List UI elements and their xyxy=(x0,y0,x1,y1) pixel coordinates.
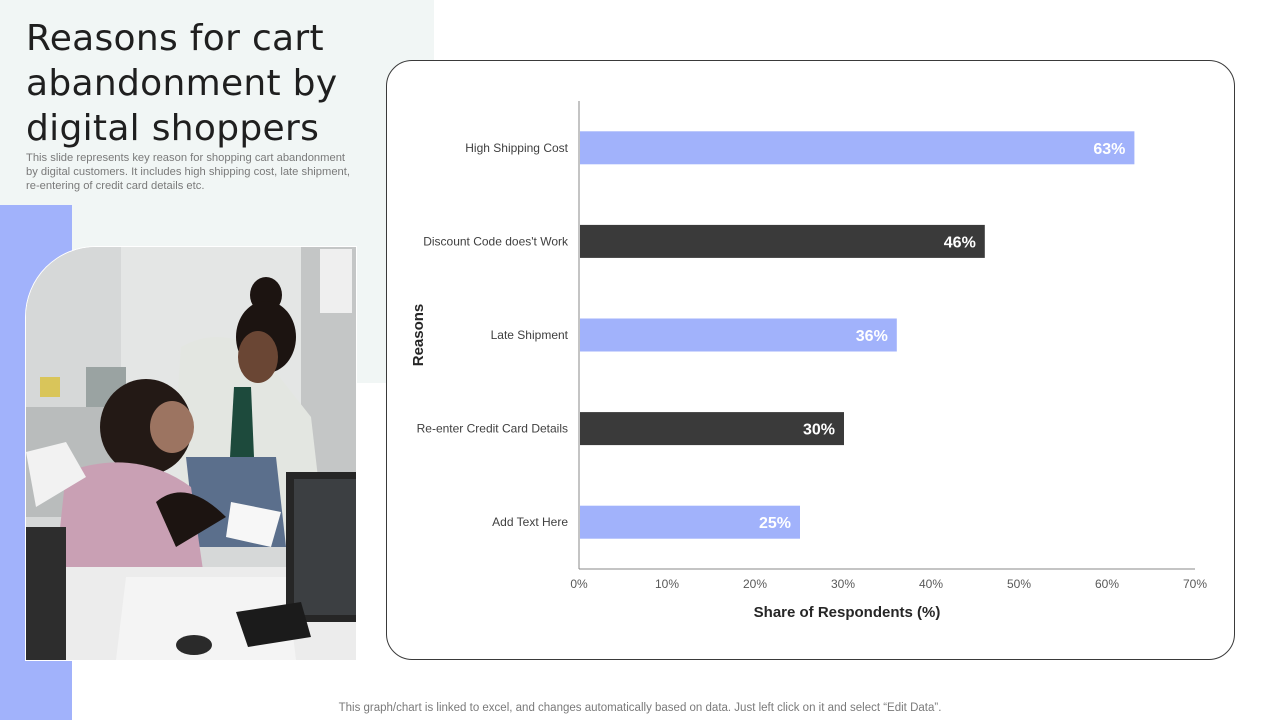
bar-2 xyxy=(580,318,897,352)
x-tick-label: 60% xyxy=(1095,577,1119,591)
x-axis-title: Share of Respondents (%) xyxy=(754,604,941,621)
y-axis-title: Reasons xyxy=(410,304,427,367)
data-label: 36% xyxy=(856,328,888,345)
x-tick-label: 10% xyxy=(655,577,679,591)
office-photo xyxy=(26,247,356,660)
slide-title: Reasons for cart abandonment by digital … xyxy=(26,18,338,149)
x-tick-label: 50% xyxy=(1007,577,1031,591)
bar-1 xyxy=(580,224,985,258)
x-tick-label: 40% xyxy=(919,577,943,591)
x-tick-label: 30% xyxy=(831,577,855,591)
bar-0 xyxy=(580,131,1135,165)
x-tick-label: 0% xyxy=(570,577,588,591)
bar-4 xyxy=(580,505,800,539)
category-label: Add Text Here xyxy=(492,515,568,529)
data-label: 30% xyxy=(803,422,835,439)
category-label: Re-enter Credit Card Details xyxy=(417,422,568,436)
category-label: Late Shipment xyxy=(491,328,569,342)
data-label: 63% xyxy=(1093,141,1125,158)
footer-note: This graph/chart is linked to excel, and… xyxy=(338,702,942,714)
category-label: Discount Code does't Work xyxy=(423,234,569,248)
category-label: High Shipping Cost xyxy=(465,141,568,155)
bar-3 xyxy=(580,412,844,446)
x-tick-label: 20% xyxy=(743,577,767,591)
x-tick-label: 70% xyxy=(1183,577,1207,591)
data-label: 46% xyxy=(944,234,976,251)
data-label: 25% xyxy=(759,515,791,532)
chart-card[interactable]: 0% 10% 20% 30% 40% 50% 60% 70% Share of Responde… xyxy=(386,60,1235,660)
office-photo-illustration xyxy=(26,247,356,660)
slide-subtitle: This slide represents key reason for sho… xyxy=(26,152,350,192)
cart-abandonment-bar-chart[interactable]: 0% 10% 20% 30% 40% 50% 60% 70% Share of Responde… xyxy=(387,61,1236,661)
